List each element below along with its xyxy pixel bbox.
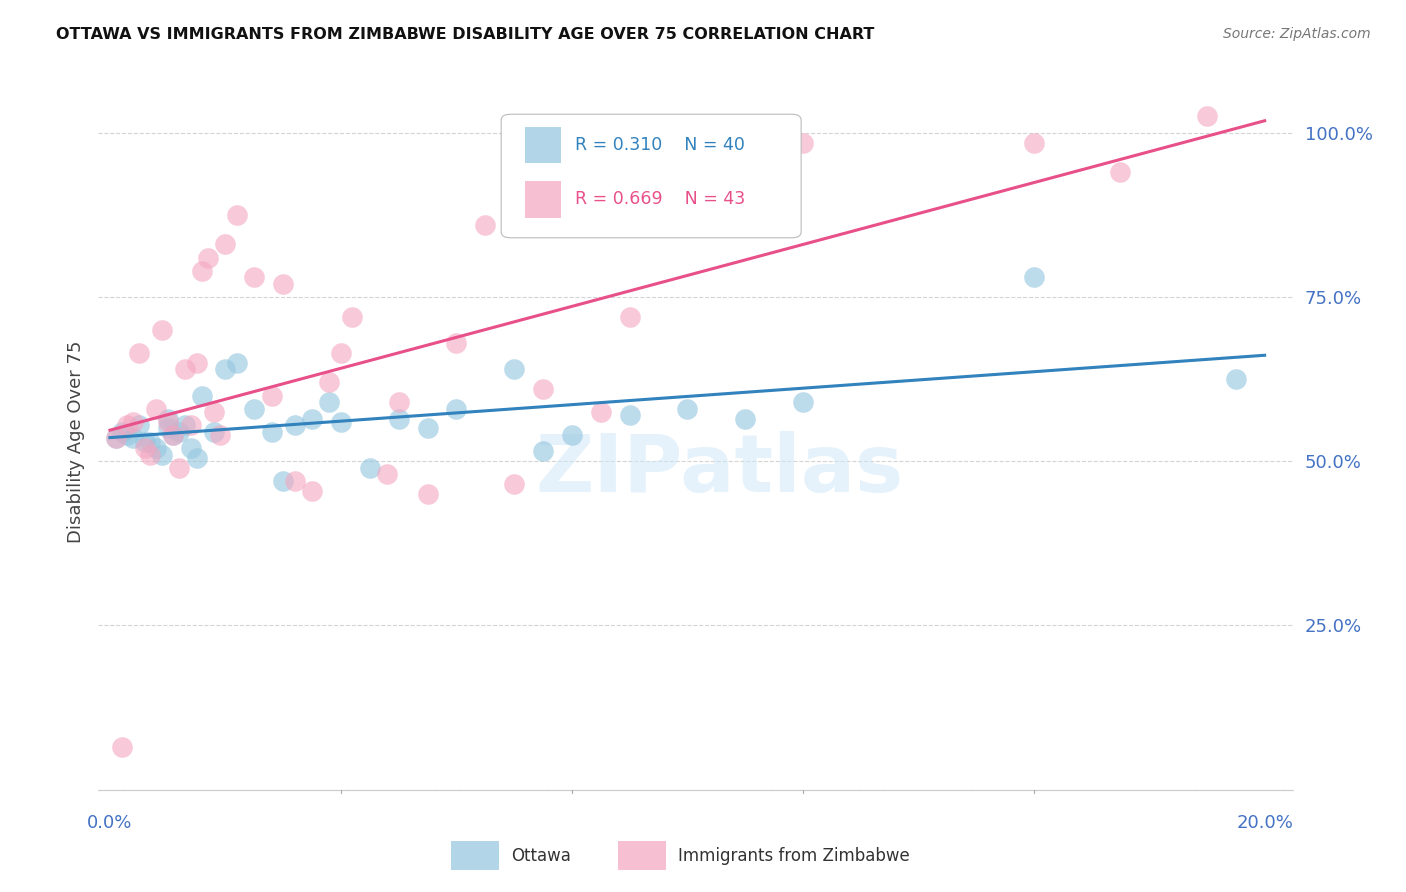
Point bbox=[301, 411, 323, 425]
Point bbox=[1022, 270, 1045, 285]
Point bbox=[359, 460, 381, 475]
Point bbox=[375, 467, 398, 482]
Point bbox=[167, 425, 190, 439]
Point bbox=[156, 411, 179, 425]
Point bbox=[122, 431, 145, 445]
Point bbox=[180, 418, 202, 433]
Bar bbox=[619, 841, 666, 870]
Point bbox=[180, 441, 202, 455]
Point bbox=[531, 382, 554, 396]
Point bbox=[676, 401, 699, 416]
Point bbox=[446, 336, 468, 351]
Point bbox=[676, 198, 699, 212]
Point bbox=[531, 444, 554, 458]
Point bbox=[117, 428, 139, 442]
Point bbox=[329, 346, 352, 360]
Point bbox=[561, 428, 583, 442]
Point bbox=[139, 448, 162, 462]
Text: R = 0.669    N = 43: R = 0.669 N = 43 bbox=[575, 191, 745, 209]
Point bbox=[202, 405, 225, 419]
Point bbox=[156, 421, 179, 435]
Point bbox=[162, 428, 184, 442]
Point bbox=[145, 401, 167, 416]
Point bbox=[214, 237, 236, 252]
Point bbox=[1195, 110, 1218, 124]
Point bbox=[301, 483, 323, 498]
Point bbox=[318, 376, 340, 390]
Point bbox=[416, 487, 439, 501]
Point bbox=[122, 415, 145, 429]
Point bbox=[150, 323, 173, 337]
Point bbox=[792, 136, 814, 150]
Point bbox=[191, 264, 214, 278]
Point bbox=[110, 425, 132, 439]
Bar bbox=[451, 841, 499, 870]
Point bbox=[134, 441, 156, 455]
Point bbox=[104, 431, 127, 445]
Point bbox=[145, 441, 167, 455]
Point bbox=[388, 395, 411, 409]
Point bbox=[1109, 165, 1132, 179]
Point bbox=[416, 421, 439, 435]
Point bbox=[128, 346, 150, 360]
Point bbox=[128, 418, 150, 433]
Point bbox=[503, 477, 526, 491]
Point bbox=[260, 425, 283, 439]
Point bbox=[110, 739, 132, 754]
Point bbox=[271, 277, 294, 291]
Point bbox=[156, 415, 179, 429]
Point bbox=[329, 415, 352, 429]
Point bbox=[589, 405, 612, 419]
Point bbox=[117, 418, 139, 433]
Point bbox=[202, 425, 225, 439]
Point bbox=[197, 251, 219, 265]
Point bbox=[150, 448, 173, 462]
Point bbox=[243, 401, 266, 416]
Point bbox=[503, 362, 526, 376]
Point bbox=[734, 411, 756, 425]
Point bbox=[271, 474, 294, 488]
Point bbox=[342, 310, 364, 324]
Point bbox=[226, 208, 249, 222]
Point bbox=[208, 428, 231, 442]
Point bbox=[1022, 136, 1045, 150]
Point bbox=[167, 460, 190, 475]
Point bbox=[214, 362, 236, 376]
Point bbox=[318, 395, 340, 409]
Point bbox=[134, 434, 156, 449]
Bar bbox=[524, 128, 561, 163]
Text: Immigrants from Zimbabwe: Immigrants from Zimbabwe bbox=[678, 847, 910, 864]
Text: Ottawa: Ottawa bbox=[510, 847, 571, 864]
Point bbox=[260, 388, 283, 402]
Point bbox=[474, 218, 496, 232]
Point bbox=[243, 270, 266, 285]
Point bbox=[191, 388, 214, 402]
Text: OTTAWA VS IMMIGRANTS FROM ZIMBABWE DISABILITY AGE OVER 75 CORRELATION CHART: OTTAWA VS IMMIGRANTS FROM ZIMBABWE DISAB… bbox=[56, 27, 875, 42]
Text: Source: ZipAtlas.com: Source: ZipAtlas.com bbox=[1223, 27, 1371, 41]
Point bbox=[619, 310, 641, 324]
Point bbox=[284, 474, 307, 488]
Point bbox=[446, 401, 468, 416]
Text: ZIPatlas: ZIPatlas bbox=[536, 432, 904, 509]
Point bbox=[186, 450, 208, 465]
Point bbox=[174, 418, 197, 433]
Point bbox=[1225, 372, 1247, 386]
Point bbox=[139, 434, 162, 449]
Y-axis label: Disability Age Over 75: Disability Age Over 75 bbox=[66, 340, 84, 543]
Point bbox=[186, 356, 208, 370]
Point bbox=[104, 431, 127, 445]
Text: R = 0.310    N = 40: R = 0.310 N = 40 bbox=[575, 136, 745, 154]
Point bbox=[388, 411, 411, 425]
FancyBboxPatch shape bbox=[501, 114, 801, 238]
Point bbox=[619, 409, 641, 423]
Point bbox=[284, 418, 307, 433]
Point bbox=[174, 362, 197, 376]
Point bbox=[792, 395, 814, 409]
Point bbox=[226, 356, 249, 370]
Point bbox=[162, 428, 184, 442]
Bar bbox=[524, 181, 561, 218]
